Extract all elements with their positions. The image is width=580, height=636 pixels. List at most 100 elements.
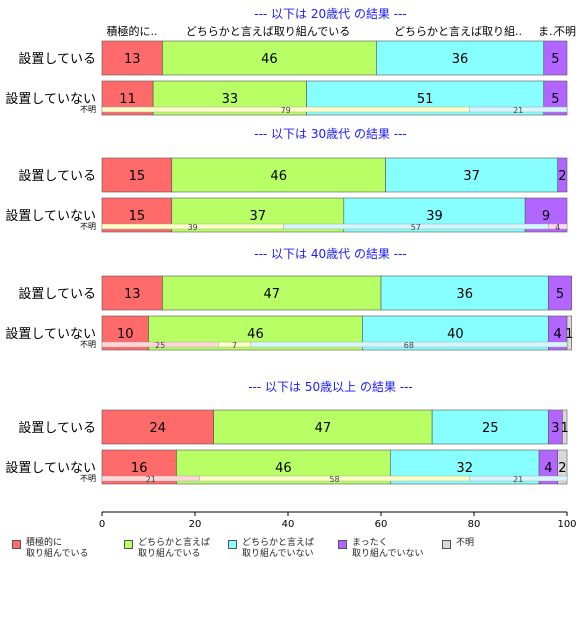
bar-value-label: 16	[131, 461, 148, 476]
panel-title: --- 以下は 20歳代 の結果 ---	[254, 7, 407, 21]
bar-value-label: 32	[456, 461, 473, 476]
unknown-value-label: 58	[329, 475, 339, 484]
bar-value-label: 5	[551, 52, 559, 67]
x-tick-label: 100	[557, 519, 576, 530]
unknown-segment	[469, 475, 568, 482]
bar-value-label: 13	[124, 287, 141, 302]
bar-segment	[543, 80, 568, 116]
bar-segment	[548, 275, 572, 311]
top-label: 積極的に..	[107, 24, 158, 38]
legend-swatch	[338, 540, 347, 549]
bar-value-label: 46	[275, 461, 292, 476]
legend-label: まったく 取り組んでいない	[352, 538, 424, 559]
bar-value-label: 3	[551, 421, 559, 436]
row-label: 設置している	[18, 51, 96, 67]
row-label: 設置している	[18, 286, 96, 302]
bar-segment	[385, 157, 558, 193]
bar-value-label: 1	[565, 327, 573, 342]
bar-segment	[376, 40, 545, 76]
bar-value-label: 15	[129, 209, 146, 224]
top-label: どちらかと言えば取り組んでいる	[186, 25, 350, 38]
unknown-label: 不明	[80, 222, 96, 231]
bar-value-label: 5	[551, 92, 559, 107]
legend-swatch	[442, 540, 451, 549]
bar-segment	[101, 409, 214, 445]
top-label: どちらかと言えば取り組..	[394, 25, 522, 38]
bar-value-label: 4	[554, 327, 562, 342]
bar-segment	[431, 409, 549, 445]
bar-value-label: 46	[247, 327, 264, 342]
x-tick-label: 40	[282, 519, 295, 530]
x-tick-label: 60	[375, 519, 388, 530]
unknown-value-label: 7	[232, 341, 237, 350]
top-label: ま..	[538, 25, 556, 38]
unknown-value-label: 57	[411, 223, 421, 232]
unknown-label: 不明	[80, 105, 96, 114]
unknown-label: 不明	[80, 474, 96, 483]
row-label: 設置していない	[5, 460, 96, 476]
bar-value-label: 15	[129, 169, 146, 184]
legend-item: まったく 取り組んでいない	[336, 538, 440, 560]
unknown-label: 不明	[80, 340, 96, 349]
bar-value-label: 39	[426, 209, 443, 224]
legend-item: 積極的に 取り組んでいる	[10, 538, 122, 560]
legend-swatch	[12, 540, 21, 549]
panel-title: --- 以下は 40歳代 の結果 ---	[254, 247, 407, 261]
bar-segment	[380, 275, 549, 311]
bar-value-label: 51	[417, 92, 434, 107]
unknown-value-label: 25	[155, 341, 165, 350]
bar-value-label: 2	[558, 461, 566, 476]
unknown-value-label: 68	[404, 341, 414, 350]
unknown-value-label: 79	[281, 106, 291, 115]
row-label: 設置していない	[5, 326, 96, 342]
bar-segment	[101, 275, 163, 311]
unknown-segment	[250, 341, 568, 348]
bar-value-label: 36	[456, 287, 473, 302]
bar-segment	[162, 40, 377, 76]
legend-label: 不明	[456, 538, 475, 548]
bar-value-label: 33	[222, 92, 239, 107]
bar-value-label: 9	[542, 209, 550, 224]
unknown-value-label: 21	[513, 106, 523, 115]
bar-value-label: 47	[315, 421, 332, 436]
bar-value-label: 46	[270, 169, 287, 184]
bar-segment	[543, 40, 568, 76]
unknown-value-label: 4	[555, 223, 560, 232]
legend-label: 積極的に 取り組んでいる	[26, 538, 89, 559]
panel-title: --- 以下は 50歳以上 の結果 ---	[248, 380, 413, 394]
legend-label: どちらかと言えば 取り組んでいない	[242, 538, 315, 559]
bar-segment	[213, 409, 433, 445]
chart-legend: 積極的に 取り組んでいる どちらかと言えば 取り組んでいる どちらかと言えば 取り組…	[10, 538, 575, 560]
unknown-segment	[548, 223, 568, 230]
bar-value-label: 4	[544, 461, 552, 476]
bar-value-label: 24	[150, 421, 167, 436]
bar-segment	[562, 409, 568, 445]
x-tick-label: 0	[99, 519, 105, 530]
legend-swatch	[228, 540, 237, 549]
bar-value-label: 5	[556, 287, 564, 302]
bar-value-label: 11	[119, 92, 136, 107]
bar-segment	[557, 157, 568, 193]
legend-item: どちらかと言えば 取り組んでいない	[226, 538, 336, 560]
bar-value-label: 10	[117, 327, 134, 342]
bar-value-label: 37	[250, 209, 267, 224]
bar-value-label: 36	[452, 52, 469, 67]
bar-segment	[171, 157, 386, 193]
bar-segment	[162, 275, 382, 311]
x-tick-label: 80	[468, 519, 481, 530]
bar-value-label: 37	[463, 169, 480, 184]
top-label: 不明	[554, 25, 576, 38]
row-label: 設置している	[18, 420, 96, 436]
legend-swatch	[124, 540, 133, 549]
bar-value-label: 47	[263, 287, 280, 302]
bar-value-label: 40	[447, 327, 464, 342]
bar-segment	[566, 315, 572, 351]
bar-segment	[101, 157, 173, 193]
unknown-segment	[469, 106, 568, 113]
bar-value-label: 25	[482, 421, 499, 436]
row-label: 設置している	[18, 168, 96, 184]
bar-value-label: 1	[561, 421, 569, 436]
bar-value-label: 2	[558, 169, 566, 184]
row-label: 設置していない	[5, 208, 96, 224]
